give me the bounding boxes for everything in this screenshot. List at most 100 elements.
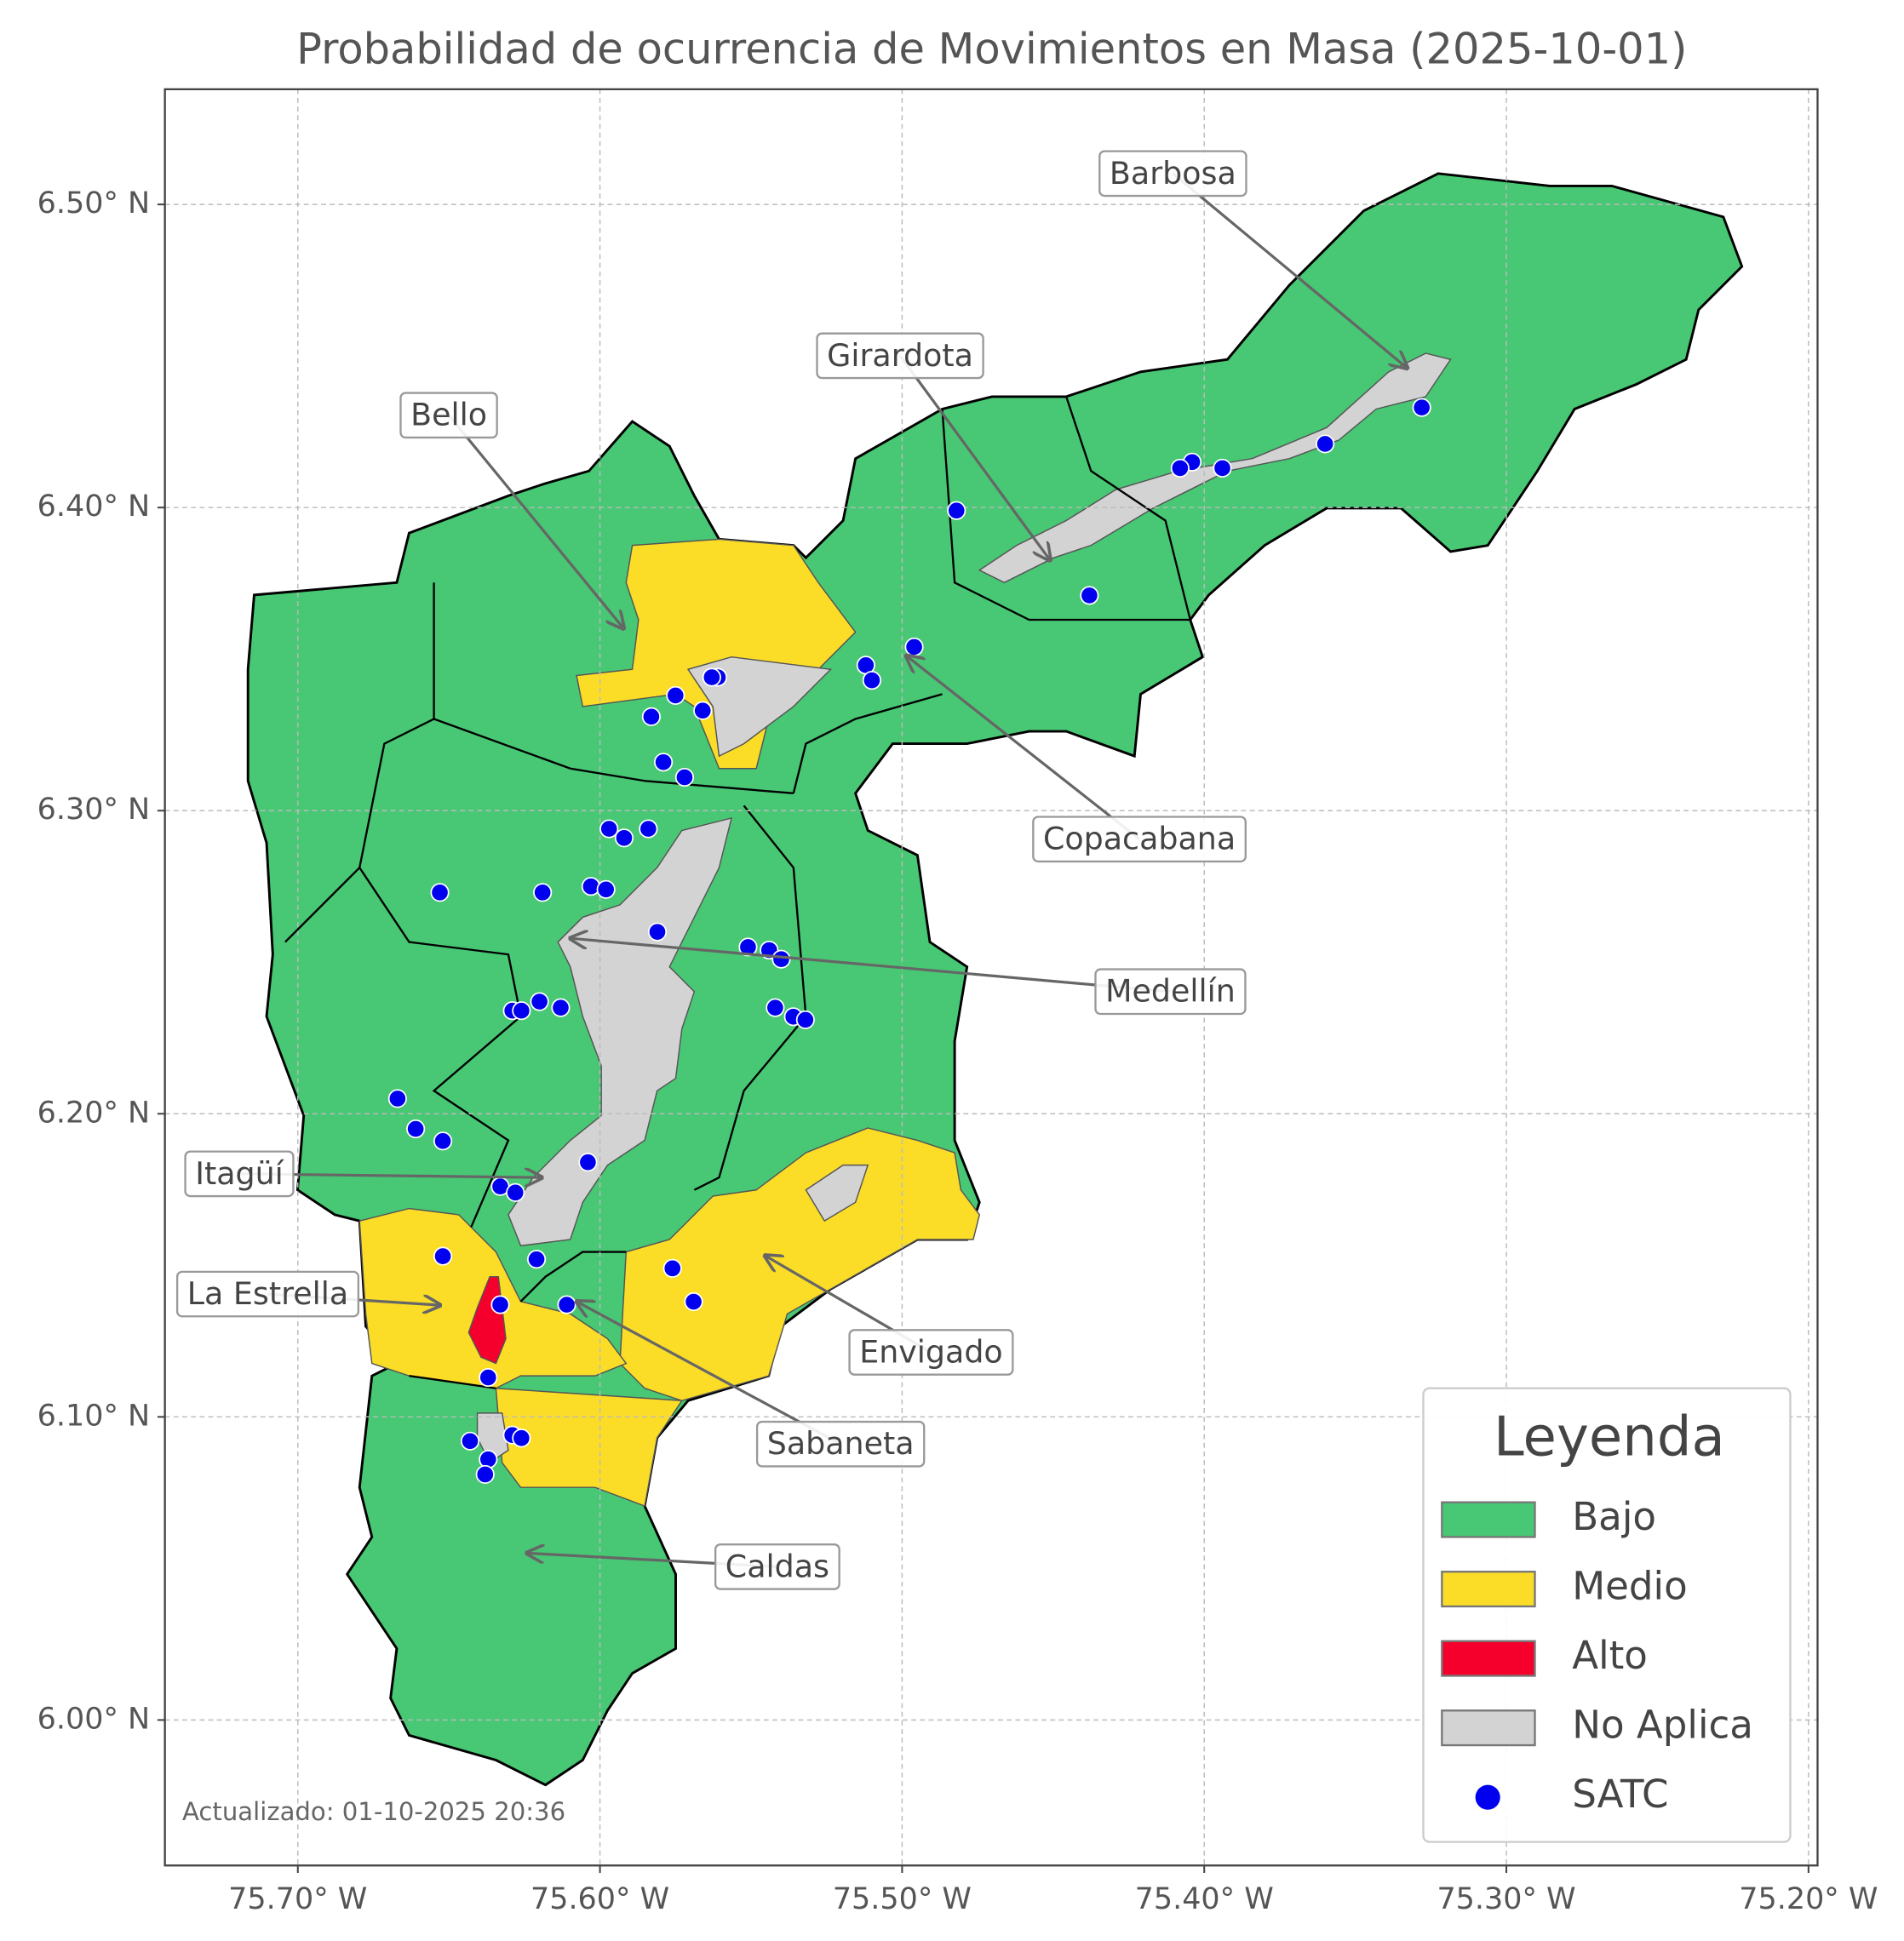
- annotation: Bello: [399, 392, 624, 629]
- region: [508, 816, 733, 1247]
- annotation-label: Bello: [410, 397, 487, 433]
- y-tick-label: 6.00° N: [37, 1702, 151, 1736]
- legend-swatch: [1441, 1501, 1536, 1538]
- y-tick-label: 6.10° N: [37, 1399, 151, 1433]
- annotation-label: La Estrella: [187, 1275, 348, 1312]
- annotation-label: Girardota: [827, 337, 973, 374]
- annotation: Sabaneta: [576, 1302, 926, 1468]
- annotation: Barbosa: [1098, 150, 1407, 369]
- axes-frame: [163, 88, 1819, 1867]
- satc-point: [662, 1258, 682, 1278]
- annotation: La Estrella: [175, 1270, 440, 1318]
- annotation-box: [175, 1270, 360, 1318]
- satc-point: [1080, 586, 1099, 605]
- annotation-arrow: [1172, 172, 1407, 369]
- municipal-border: [1065, 396, 1191, 621]
- annotation-label: Copacabana: [1043, 821, 1236, 857]
- satc-point: [766, 998, 785, 1017]
- y-tick-label: 6.50° N: [37, 186, 151, 220]
- annotation: Medellín: [571, 938, 1247, 1016]
- satc-point: [430, 883, 450, 902]
- region: [476, 1412, 509, 1464]
- satc-point: [533, 883, 553, 902]
- update-note: Actualizado: 01-10-2025 20:36: [182, 1797, 565, 1826]
- satc-point: [1316, 434, 1335, 454]
- satc-point: [639, 819, 658, 839]
- satc-point: [512, 1429, 531, 1448]
- satc-point: [581, 877, 601, 896]
- satc-point: [479, 1367, 498, 1388]
- municipal-border: [284, 582, 435, 943]
- map-title: Probabilidad de ocurrencia de Movimiento…: [296, 25, 1687, 74]
- satc-point: [530, 992, 549, 1011]
- y-tick-label: 6.40° N: [37, 490, 151, 524]
- satc-point: [406, 1119, 426, 1139]
- annotation-box: [816, 332, 984, 380]
- satc-point: [947, 501, 966, 520]
- legend-swatch: [1441, 1709, 1536, 1747]
- legend-label: No Aplica: [1572, 1703, 1753, 1748]
- satc-point: [738, 937, 758, 957]
- legend-label: Medio: [1572, 1564, 1688, 1609]
- satc-point: [904, 637, 924, 657]
- annotation-arrow: [906, 656, 1141, 840]
- annotation: Copacabana: [906, 656, 1247, 863]
- annotation-label: Itagüí: [195, 1155, 284, 1192]
- x-tick-label: 75.20° W: [1739, 1882, 1878, 1916]
- satc-point: [693, 701, 713, 720]
- annotation-box: [399, 392, 498, 439]
- legend: Leyenda Bajo Medio Alto No Aplica SATC: [1422, 1387, 1792, 1843]
- annotation-arrow: [571, 938, 1171, 993]
- annotation-box: [755, 1420, 926, 1468]
- satc-point: [641, 707, 661, 726]
- annotation: Caldas: [527, 1543, 840, 1590]
- satc-point: [684, 1291, 703, 1312]
- municipal-border: [519, 1251, 627, 1303]
- satc-point: [596, 879, 616, 899]
- region: [619, 1127, 981, 1402]
- region: [805, 1164, 869, 1222]
- satc-point: [674, 767, 694, 787]
- satc-point: [795, 1010, 815, 1029]
- municipal-border: [792, 693, 943, 794]
- legend-swatch: [1441, 1640, 1536, 1677]
- satc-point: [666, 685, 685, 705]
- x-tick-label: 75.50° W: [833, 1882, 972, 1916]
- annotation-box: [1032, 816, 1247, 863]
- x-tick-label: 75.40° W: [1135, 1882, 1274, 1916]
- map-area: [164, 89, 1818, 1866]
- annotation-box: [848, 1329, 1014, 1376]
- legend-marker: [1475, 1784, 1500, 1810]
- satc-point: [771, 949, 791, 969]
- satc-point: [387, 1089, 407, 1108]
- satc-point: [1170, 458, 1190, 478]
- y-tick-label: 6.30° N: [37, 793, 151, 827]
- satc-point: [527, 1250, 547, 1269]
- region: [495, 1387, 684, 1508]
- annotation-label: Barbosa: [1110, 155, 1236, 192]
- satc-point: [557, 1295, 576, 1314]
- satc-point: [1412, 398, 1431, 417]
- x-tick-label: 75.60° W: [530, 1882, 669, 1916]
- satc-point: [479, 1450, 498, 1469]
- satc-point: [506, 1182, 525, 1202]
- satc-point: [654, 753, 674, 772]
- legend-label: Alto: [1572, 1633, 1648, 1678]
- satc-point: [599, 819, 619, 839]
- x-tick-label: 75.70° W: [228, 1882, 367, 1916]
- satc-point: [475, 1464, 495, 1485]
- municipal-border: [433, 718, 794, 795]
- annotation-label: Medellín: [1105, 973, 1236, 1010]
- annotation-arrow: [898, 354, 1050, 560]
- legend-swatch: [1441, 1571, 1536, 1608]
- annotation-box: [184, 1150, 295, 1198]
- satc-point: [551, 998, 571, 1017]
- legend-label: SATC: [1572, 1772, 1668, 1817]
- municipal-border: [941, 409, 1190, 621]
- y-tick-label: 6.20° N: [37, 1096, 151, 1130]
- satc-point: [460, 1431, 480, 1451]
- satc-point: [433, 1131, 453, 1151]
- municipal-border: [409, 1375, 496, 1389]
- satc-point: [490, 1295, 510, 1314]
- annotation-label: Sabaneta: [767, 1425, 915, 1462]
